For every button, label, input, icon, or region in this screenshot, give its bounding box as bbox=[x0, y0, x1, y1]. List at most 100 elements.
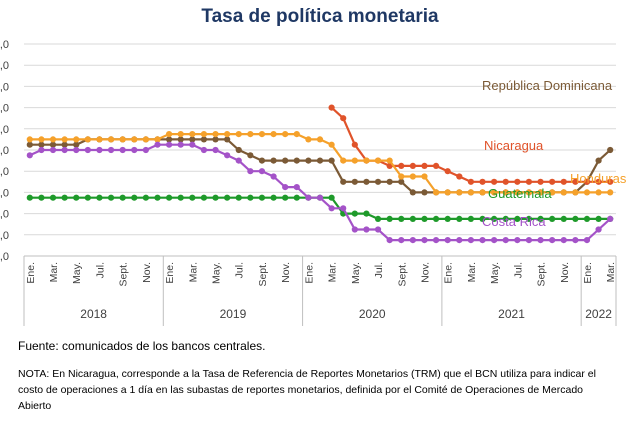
data-point bbox=[26, 194, 33, 201]
data-point bbox=[549, 178, 556, 185]
data-point bbox=[154, 194, 161, 201]
data-point bbox=[479, 178, 486, 185]
data-point bbox=[235, 157, 242, 164]
data-point bbox=[444, 215, 451, 222]
data-point bbox=[502, 178, 509, 185]
data-point bbox=[107, 136, 115, 143]
data-point bbox=[131, 136, 138, 143]
data-point bbox=[224, 136, 231, 143]
data-point bbox=[61, 141, 68, 148]
year-label: 2022 bbox=[585, 307, 612, 321]
data-point bbox=[258, 157, 266, 164]
data-point bbox=[340, 157, 347, 164]
data-point bbox=[398, 173, 405, 180]
data-point bbox=[607, 146, 614, 154]
x-month-label: Ene. bbox=[164, 262, 176, 284]
data-point bbox=[351, 210, 358, 217]
data-point bbox=[467, 189, 475, 196]
x-month-label: May. bbox=[489, 262, 501, 284]
x-month-label: Sept. bbox=[536, 262, 548, 287]
data-point bbox=[409, 162, 416, 169]
data-point bbox=[560, 178, 567, 185]
data-point bbox=[409, 215, 416, 222]
x-month-label: May. bbox=[71, 262, 83, 284]
data-point bbox=[282, 184, 289, 191]
data-point bbox=[560, 215, 567, 222]
data-point bbox=[119, 136, 126, 143]
data-point bbox=[328, 157, 335, 164]
x-month-label: Mar. bbox=[605, 262, 617, 282]
data-point bbox=[200, 194, 208, 201]
y-tick-label: 0,0 bbox=[0, 251, 9, 263]
data-point bbox=[479, 189, 486, 196]
data-point bbox=[282, 194, 289, 201]
series-layer bbox=[26, 104, 614, 244]
data-point bbox=[456, 173, 463, 180]
data-point bbox=[572, 189, 579, 196]
year-label: 2019 bbox=[220, 307, 247, 321]
data-point bbox=[444, 168, 451, 175]
data-point bbox=[363, 226, 370, 233]
series-annotation: Honduras bbox=[570, 171, 627, 186]
data-point bbox=[293, 184, 300, 191]
data-point bbox=[502, 237, 509, 244]
data-point bbox=[525, 237, 533, 244]
series-annotation: Guatemala bbox=[488, 186, 552, 201]
series-annotation: República Dominicana bbox=[482, 78, 613, 93]
data-point bbox=[386, 237, 393, 244]
data-point bbox=[73, 194, 80, 201]
data-point bbox=[514, 237, 521, 244]
data-point bbox=[467, 237, 475, 244]
data-point bbox=[61, 146, 68, 154]
data-point bbox=[212, 194, 219, 201]
data-point bbox=[270, 157, 277, 164]
data-point bbox=[258, 194, 266, 201]
data-point bbox=[49, 136, 57, 143]
data-point bbox=[398, 162, 405, 169]
data-point bbox=[525, 178, 533, 185]
data-point bbox=[456, 189, 463, 196]
data-point bbox=[142, 194, 149, 201]
data-point bbox=[514, 215, 521, 222]
y-tick-label: 10,0 bbox=[0, 39, 9, 51]
x-month-label: Jul. bbox=[94, 262, 106, 278]
data-point bbox=[607, 215, 614, 222]
source-note: Fuente: comunicados de los bancos centra… bbox=[18, 339, 266, 353]
data-point bbox=[316, 194, 324, 201]
x-month-label: Ene. bbox=[582, 262, 594, 284]
x-month-label: Sept. bbox=[396, 262, 408, 287]
data-point bbox=[572, 215, 579, 222]
data-point bbox=[583, 237, 591, 244]
x-month-label: May. bbox=[211, 262, 223, 284]
data-point bbox=[38, 194, 45, 201]
x-month-label: Mar. bbox=[48, 262, 60, 282]
data-point bbox=[305, 194, 312, 201]
data-point bbox=[189, 194, 196, 201]
x-month-label: Jul. bbox=[512, 262, 524, 278]
x-month-label: Sept. bbox=[118, 262, 130, 287]
data-point bbox=[305, 157, 312, 164]
data-point bbox=[328, 141, 335, 148]
data-point bbox=[572, 237, 579, 244]
data-point bbox=[363, 210, 370, 217]
y-tick-label: 8,0 bbox=[0, 81, 9, 93]
data-point bbox=[456, 237, 463, 244]
data-point bbox=[165, 141, 173, 148]
data-point bbox=[363, 157, 370, 164]
line-chart: 0,0 1,0 2,0 3,0 4,0 5,0 6,0 7,0 8,0 9,0 10,0 Ene. Ma… bbox=[0, 39, 627, 326]
data-point bbox=[607, 189, 614, 196]
x-month-label: Ene. bbox=[303, 262, 315, 284]
series-annotation: Nicaragua bbox=[484, 138, 544, 153]
data-point bbox=[224, 194, 231, 201]
data-point bbox=[247, 131, 254, 138]
x-month-label: Nov. bbox=[280, 262, 292, 283]
data-point bbox=[537, 189, 544, 196]
x-month-label: Jul. bbox=[373, 262, 385, 278]
data-point bbox=[386, 215, 393, 222]
data-point bbox=[235, 131, 242, 138]
y-tick-label: 7,0 bbox=[0, 103, 9, 115]
data-point bbox=[49, 194, 57, 201]
data-point bbox=[560, 237, 567, 244]
data-point bbox=[467, 178, 475, 185]
data-point bbox=[177, 131, 184, 138]
